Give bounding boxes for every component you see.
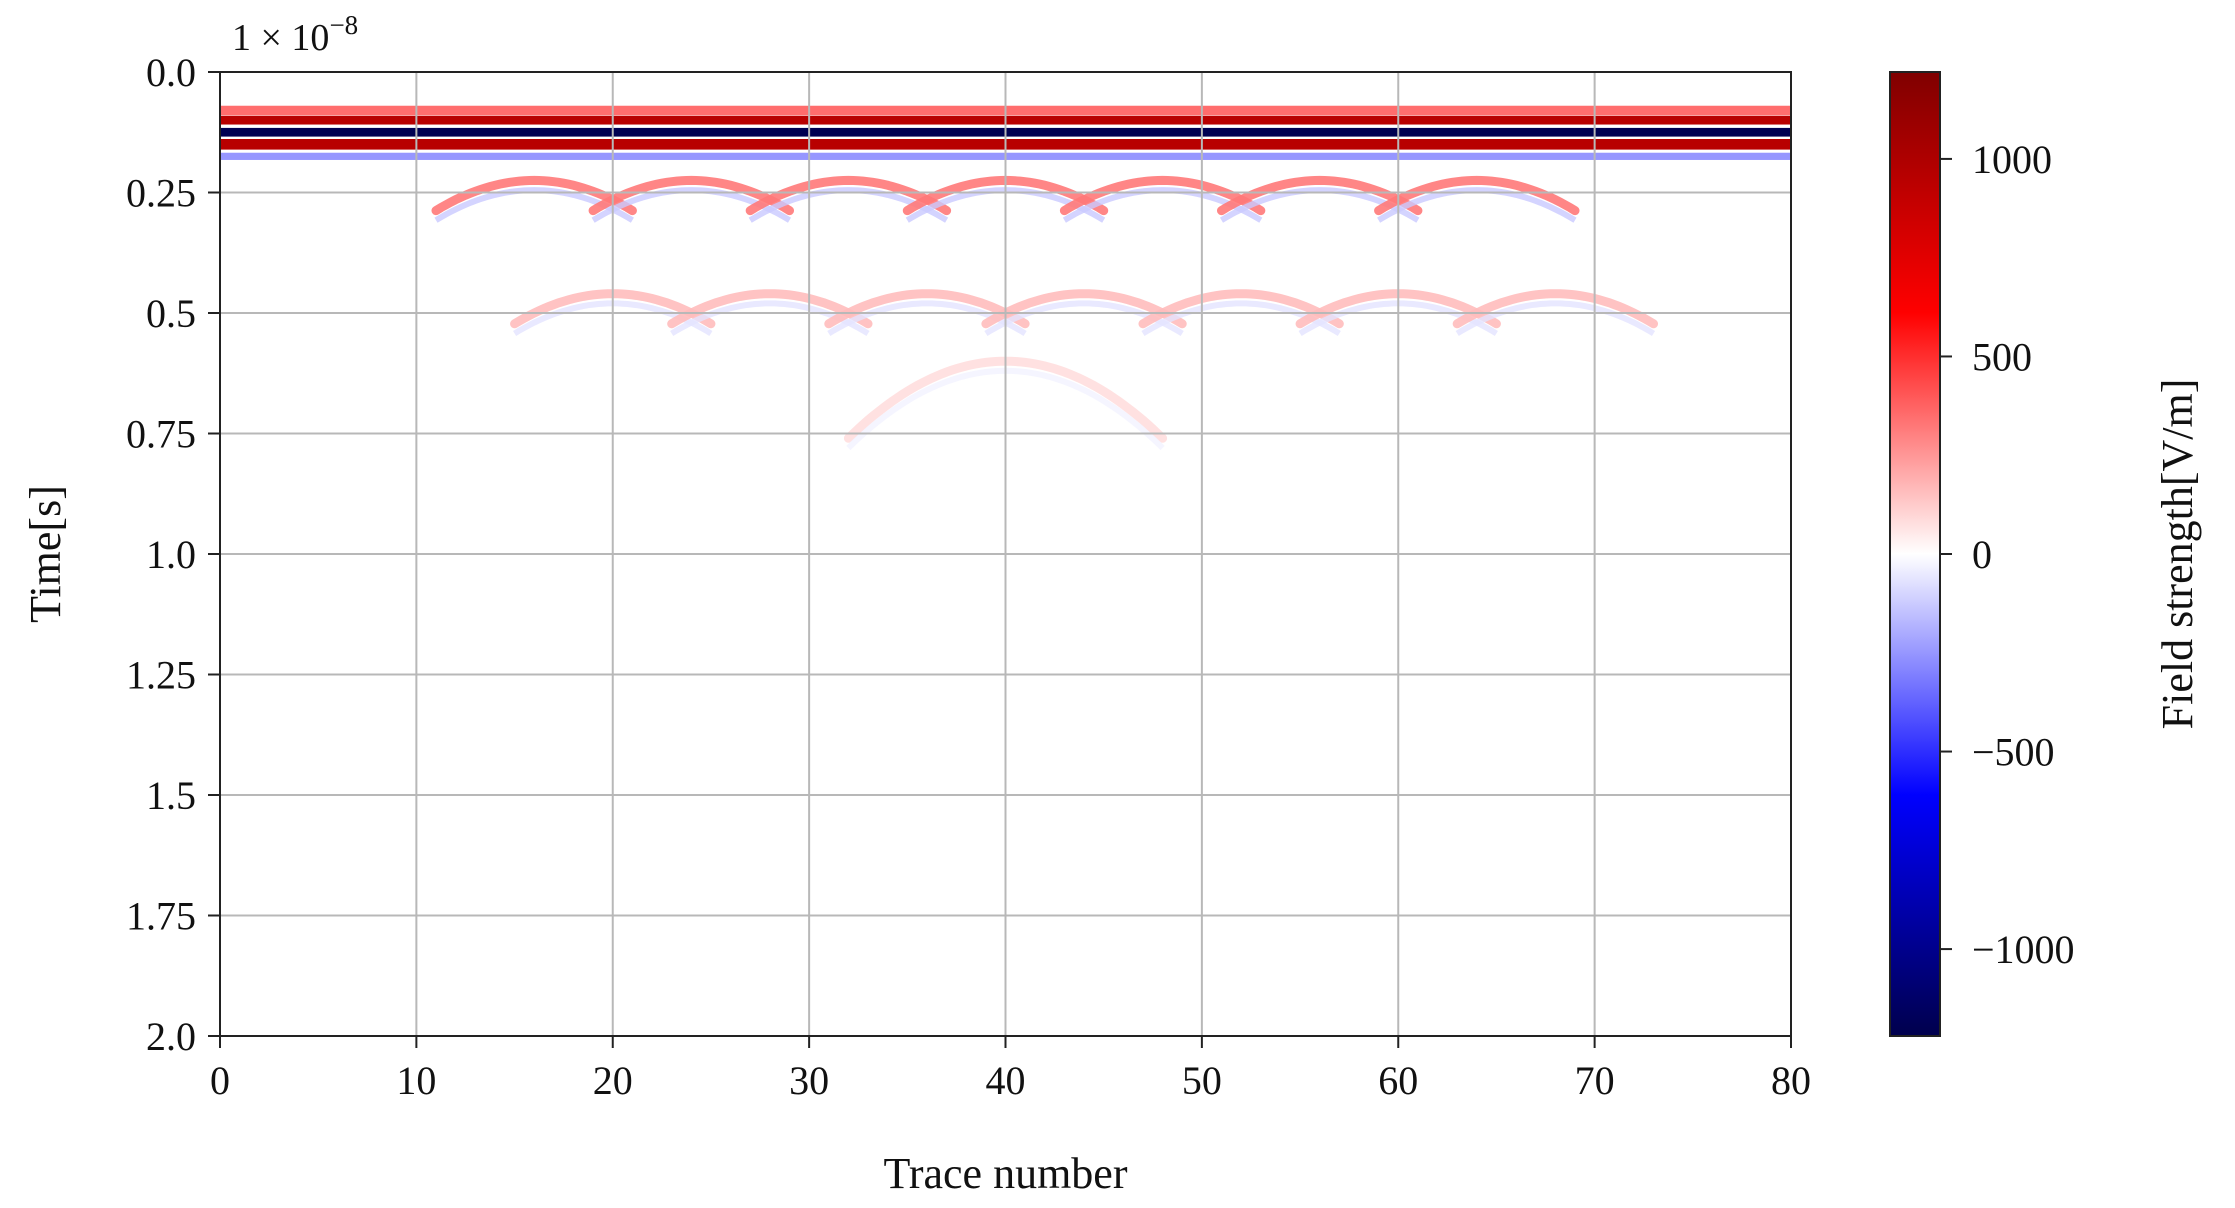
primary-hyperbola-5 [1217,175,1423,216]
colorbar-tick-label: 1000 [1972,137,2052,182]
x-tick-label: 50 [1182,1058,1222,1103]
x-tick-label: 80 [1771,1058,1811,1103]
primary-hyperbola-0 [431,175,637,216]
x-tick-label: 70 [1575,1058,1615,1103]
colorbar-tick-label: −500 [1972,730,2055,775]
colorbar-tick-label: −1000 [1972,927,2075,972]
x-tick-label: 30 [789,1058,829,1103]
y-tick-label: 1.5 [146,773,196,818]
colorbar-ticks: 1000 500 0 −500 −1000 [1940,137,2075,972]
secondary-hyperbola-6 [1452,289,1658,329]
colorbar-label: Field strength[V/m] [2153,379,2202,730]
y-tick-label: 1.75 [126,894,196,939]
x-tick-label: 60 [1378,1058,1418,1103]
secondary-hyperbola-1 [667,289,873,329]
plot-area [219,71,1792,1037]
y-scale-mantissa: 1 × 10 [232,17,329,59]
y-tick-label: 0.75 [126,412,196,457]
y-tick-label: 2.0 [146,1014,196,1059]
primary-hyperbola-6 [1374,175,1580,216]
colorbar-tick-label: 0 [1972,532,1992,577]
secondary-hyperbola-2 [824,289,1030,329]
colorbar-tick-label: 500 [1972,334,2032,379]
primary-hyperbola-tail-6 [1377,187,1577,223]
y-scale-exponent: −8 [329,10,358,40]
grid-lines [220,72,1791,1036]
y-tick-label: 0.25 [126,171,196,216]
y-tick-label: 0.5 [146,291,196,336]
primary-hyperbola-4 [1059,175,1266,216]
x-axis-label: Trace number [884,1149,1128,1198]
primary-hyperbola-1 [588,175,794,216]
x-tick-label: 40 [986,1058,1026,1103]
secondary-hyperbola-3 [981,289,1187,329]
x-tick-label: 10 [396,1058,436,1103]
primary-hyperbola-2 [745,175,952,216]
secondary-hyperbola-4 [1138,289,1344,329]
y-tick-label: 1.25 [126,653,196,698]
y-axis-label: Time[s] [21,485,70,623]
y-tick-label: 1.0 [146,532,196,577]
x-tick-label: 20 [593,1058,633,1103]
secondary-hyperbola-tail-6 [1455,300,1656,337]
y-axis-scale-factor: 1 × 10−8 [232,10,358,59]
colorbar-gradient [1889,71,1941,1037]
x-axis: 0 10 20 30 40 50 60 70 80 [210,1036,1811,1103]
colorbar: 1000 500 0 −500 −1000 [1889,71,2075,1037]
y-axis: 0.0 0.25 0.5 0.75 1.0 1.25 1.5 1.75 2.0 [126,50,220,1059]
y-tick-label: 0.0 [146,50,196,95]
x-tick-label: 0 [210,1058,230,1103]
